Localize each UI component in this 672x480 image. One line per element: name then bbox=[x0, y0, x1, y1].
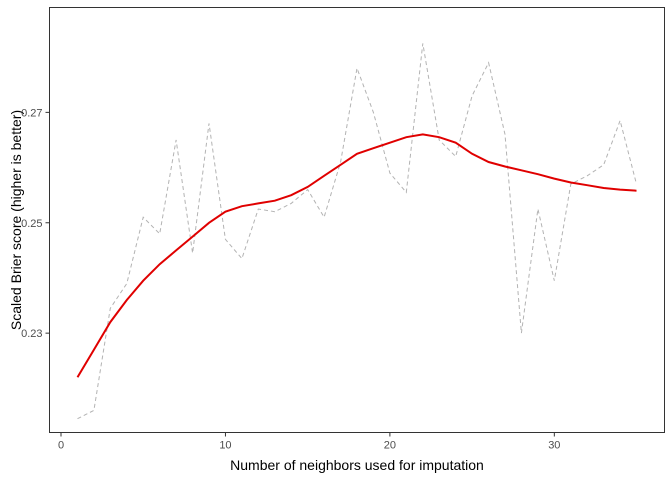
y-tick-label: 0.23 bbox=[21, 328, 42, 340]
panel-border bbox=[49, 7, 665, 433]
series-line-smoothed bbox=[76, 133, 637, 378]
x-tick-label: 10 bbox=[219, 440, 231, 452]
series-line-raw bbox=[77, 43, 637, 420]
x-tick-label: 0 bbox=[58, 440, 64, 452]
x-axis-title: Number of neighbors used for imputation bbox=[230, 457, 484, 473]
x-axis: 0 10 20 30 bbox=[58, 432, 560, 452]
y-tick-label: 0.27 bbox=[21, 107, 42, 119]
x-tick-label: 30 bbox=[548, 440, 560, 452]
y-axis-title: Scaled Brier score (higher is better) bbox=[8, 110, 24, 330]
y-tick-label: 0.25 bbox=[21, 218, 42, 230]
y-axis: 0.23 0.25 0.27 bbox=[21, 107, 50, 340]
x-tick-label: 20 bbox=[384, 440, 396, 452]
